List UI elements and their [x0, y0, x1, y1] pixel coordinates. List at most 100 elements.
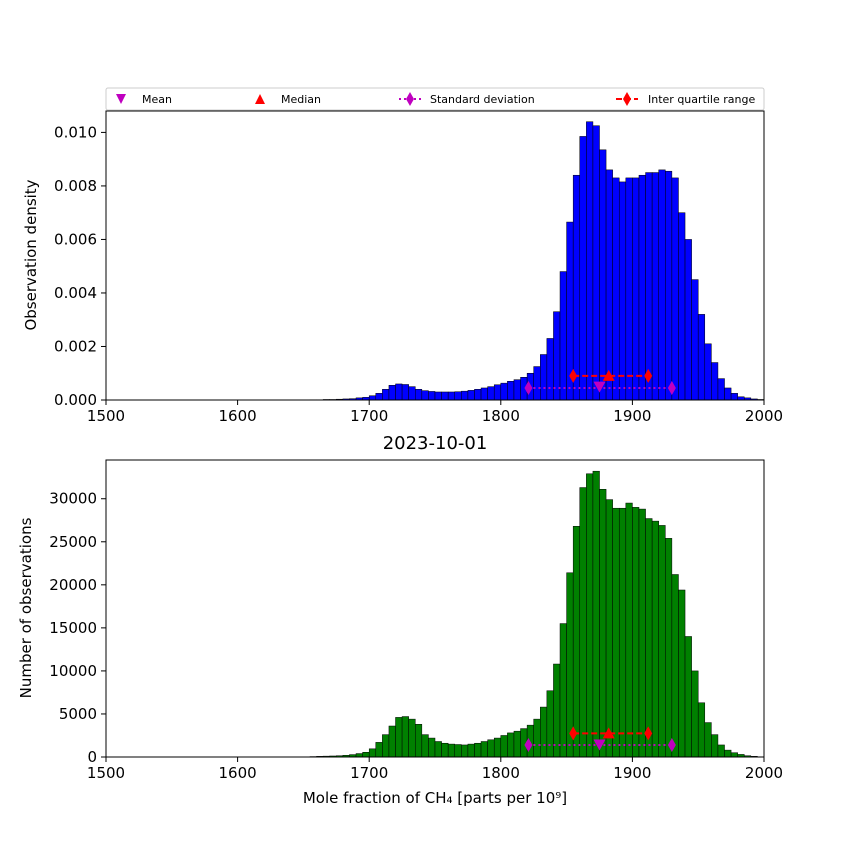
- count-x-tick-label: 1700: [350, 764, 388, 782]
- count-bar: [711, 734, 719, 758]
- count-bar: [553, 663, 561, 758]
- count-bar: [467, 743, 475, 758]
- density-bar: [447, 391, 455, 401]
- count-bar: [487, 739, 495, 758]
- count-bar: [362, 752, 370, 758]
- density-bar: [697, 314, 706, 401]
- count-bar: [415, 724, 423, 758]
- density-std-low-marker: [524, 380, 533, 395]
- density-bar: [368, 395, 377, 401]
- count-bar: [493, 737, 502, 758]
- count-bar: [599, 489, 607, 758]
- density-bar: [612, 177, 620, 401]
- density-bar: [625, 177, 633, 401]
- count-bar: [540, 706, 548, 758]
- count-median-marker: [602, 727, 615, 739]
- density-iqr-high-marker: [644, 368, 653, 383]
- density-bar: [382, 389, 390, 401]
- density-bar: [632, 177, 640, 401]
- count-iqr-high-marker: [644, 726, 653, 741]
- count-x-tick-label: 1500: [87, 764, 125, 782]
- density-bar: [421, 390, 429, 401]
- density-bar: [658, 169, 666, 401]
- density-bar: [678, 212, 686, 401]
- count-bar: [401, 716, 409, 758]
- count-y-tick-label: 5000: [59, 705, 97, 723]
- count-bar: [586, 473, 594, 758]
- count-bar: [684, 636, 692, 758]
- density-bar: [434, 391, 442, 401]
- density-bar: [467, 390, 475, 401]
- count-bar: [658, 525, 666, 758]
- density-bar: [546, 338, 554, 401]
- triangle-down-icon: [116, 94, 126, 104]
- density-bar: [388, 385, 396, 401]
- density-bar: [579, 136, 587, 401]
- count-bar: [375, 742, 383, 758]
- count-bar: [454, 744, 462, 758]
- density-bar: [408, 386, 416, 401]
- legend-label-median: Median: [281, 93, 321, 106]
- count-y-tick-label: 15000: [49, 619, 97, 637]
- count-bar: [447, 743, 455, 758]
- count-bar: [428, 737, 436, 758]
- density-bar: [375, 393, 383, 401]
- density-bar: [493, 384, 502, 401]
- count-bar: [434, 741, 442, 758]
- count-bar: [382, 734, 390, 758]
- density-x-tick-label: 1600: [219, 407, 257, 425]
- count-bar: [513, 730, 521, 758]
- density-bar: [665, 170, 673, 401]
- count-x-tick-label: 1600: [219, 764, 257, 782]
- count-bar: [355, 753, 363, 758]
- count-bar: [691, 670, 699, 758]
- density-histogram-panel: 1500 1600 1700 1800 1900 2000 0.000 0.002 0.004 0…: [22, 110, 783, 425]
- count-bar: [388, 725, 396, 758]
- density-bar: [651, 172, 659, 401]
- density-bar: [691, 279, 699, 401]
- diamond-icon: [623, 92, 631, 106]
- legend-item-std: Standard deviation: [399, 92, 535, 106]
- count-bar: [717, 744, 725, 758]
- diamond-icon: [406, 92, 414, 106]
- legend-label-std: Standard deviation: [430, 93, 535, 106]
- density-mean-marker: [593, 381, 606, 393]
- density-bar: [724, 387, 732, 401]
- legend-label-mean: Mean: [142, 93, 172, 106]
- legend-frame: [105, 87, 765, 111]
- count-bar: [579, 487, 587, 758]
- density-bar: [559, 271, 567, 401]
- density-bar: [401, 384, 409, 401]
- count-bar: [671, 574, 679, 758]
- legend-item-mean: Mean: [116, 93, 172, 106]
- density-x-tick-label: 1900: [613, 407, 651, 425]
- legend-item-median: Median: [255, 93, 321, 106]
- count-x-tick-label: 1800: [482, 764, 520, 782]
- density-x-tick-label: 1700: [350, 407, 388, 425]
- count-bars: [309, 470, 765, 758]
- density-bar: [592, 125, 600, 401]
- count-bar: [572, 526, 581, 758]
- count-iqr-low-marker: [569, 726, 578, 741]
- density-bar: [395, 383, 403, 401]
- density-bar: [474, 389, 482, 401]
- density-bar: [480, 387, 488, 401]
- count-bar: [533, 718, 541, 758]
- density-axes: 1500 1600 1700 1800 1900 2000 0.000 0.002 0.004 0…: [54, 110, 783, 425]
- legend-label-iqr: Inter quartile range: [648, 93, 755, 106]
- count-bar: [651, 520, 659, 758]
- density-bar: [461, 390, 469, 401]
- density-bar: [572, 174, 581, 401]
- count-y-axis-label: Number of observations: [17, 517, 35, 698]
- density-bar: [500, 382, 508, 401]
- triangle-up-icon: [255, 94, 265, 104]
- density-statistics-markers: [524, 368, 676, 395]
- density-bar: [428, 391, 436, 401]
- density-y-tick-label: 0.004: [54, 284, 97, 302]
- density-x-tick-label: 1800: [482, 407, 520, 425]
- density-std-high-marker: [667, 380, 676, 395]
- count-bar: [697, 702, 706, 758]
- density-bar: [441, 391, 449, 401]
- count-statistics-markers: [524, 726, 676, 752]
